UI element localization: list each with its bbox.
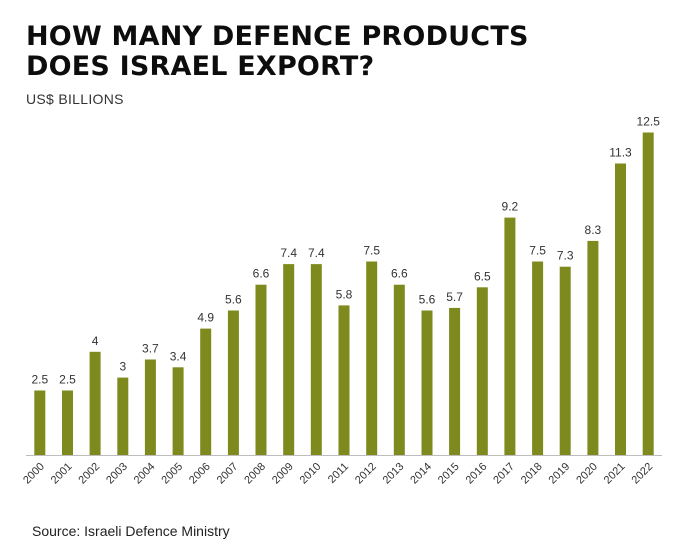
- value-label-2014: 5.6: [419, 293, 436, 307]
- bar-2020: [587, 240, 599, 455]
- value-label-2011: 5.8: [336, 287, 353, 301]
- x-tick-label-2005: 2005: [159, 461, 185, 487]
- value-label-2006: 4.9: [197, 311, 214, 325]
- x-tick-label-2016: 2016: [464, 461, 490, 487]
- value-label-2007: 5.6: [225, 293, 242, 307]
- chart-title-line-1: HOW MANY DEFENCE PRODUCTS: [26, 21, 529, 52]
- x-tick-label-2003: 2003: [104, 461, 130, 487]
- value-labels-group: 2.5 2.5 4 3 3.7 3.4 4.9 5.6 6.6 7.4 7.4 5.8 7.5 6.6 5.…: [31, 115, 660, 387]
- value-label-2016: 6.5: [474, 269, 491, 283]
- x-tick-label-2019: 2019: [547, 461, 573, 487]
- bar-2014: [421, 310, 433, 455]
- bar-2019: [559, 266, 571, 455]
- value-label-2021: 11.3: [609, 146, 632, 160]
- value-label-2003: 3: [119, 360, 126, 374]
- value-label-2005: 3.4: [170, 349, 187, 363]
- value-label-2018: 7.5: [529, 244, 546, 258]
- value-label-2000: 2.5: [31, 373, 48, 387]
- value-label-2004: 3.7: [142, 342, 159, 356]
- bar-2022: [642, 132, 654, 455]
- bar-2003: [117, 377, 129, 455]
- value-label-2013: 6.6: [391, 267, 408, 281]
- bar-2002: [89, 351, 101, 455]
- bar-2009: [283, 264, 295, 455]
- bar-2021: [615, 163, 626, 455]
- x-tick-label-2012: 2012: [353, 461, 379, 487]
- value-label-2009: 7.4: [280, 246, 297, 260]
- x-tick-label-2008: 2008: [242, 461, 268, 487]
- bar-2006: [200, 328, 212, 455]
- bar-2015: [449, 307, 461, 455]
- x-tick-label-2010: 2010: [298, 461, 324, 487]
- value-label-2022: 12.5: [637, 115, 661, 129]
- bar-2012: [366, 261, 378, 455]
- x-tick-label-2020: 2020: [574, 461, 600, 487]
- value-label-2019: 7.3: [557, 249, 574, 263]
- x-tick-label-2004: 2004: [132, 461, 158, 487]
- x-tick-label-2006: 2006: [187, 461, 213, 487]
- value-label-2002: 4: [92, 334, 99, 348]
- x-tick-label-2022: 2022: [630, 461, 656, 487]
- value-label-2008: 6.6: [253, 267, 270, 281]
- x-tick-label-2021: 2021: [602, 461, 628, 487]
- x-tick-label-2009: 2009: [270, 461, 296, 487]
- bar-2011: [338, 305, 350, 455]
- x-tick-label-2017: 2017: [491, 461, 517, 487]
- bar-2016: [476, 287, 488, 455]
- bar-2013: [393, 284, 405, 455]
- x-tick-label-2001: 2001: [49, 461, 75, 487]
- bars-group: [34, 132, 654, 455]
- bar-2008: [255, 284, 267, 455]
- value-label-2010: 7.4: [308, 246, 325, 260]
- bar-2017: [504, 217, 516, 455]
- bar-2018: [532, 261, 544, 455]
- bar-2007: [227, 310, 239, 455]
- value-label-2020: 8.3: [585, 223, 602, 237]
- chart-title: HOW MANY DEFENCE PRODUCTS DOES ISRAEL EX…: [26, 22, 666, 82]
- value-label-2015: 5.7: [446, 290, 463, 304]
- x-tick-label-2018: 2018: [519, 461, 545, 487]
- source-note: Source: Israeli Defence Ministry: [32, 523, 230, 539]
- bar-2005: [172, 367, 184, 455]
- value-label-2012: 7.5: [363, 244, 380, 258]
- bar-2001: [62, 390, 73, 455]
- value-label-2017: 9.2: [502, 200, 519, 214]
- x-tick-label-2007: 2007: [215, 461, 241, 487]
- unit-label: US$ BILLIONS: [26, 91, 124, 107]
- x-tick-label-2014: 2014: [408, 461, 434, 487]
- bar-2004: [144, 359, 156, 455]
- x-tick-labels-group: 2000 2001 2002 2003 2004 2005 2006 2007 2008 2009…: [21, 461, 655, 487]
- bar-2000: [34, 390, 46, 455]
- x-tick-label-2011: 2011: [326, 461, 351, 486]
- x-tick-label-2000: 2000: [21, 461, 47, 487]
- bar-2010: [310, 264, 322, 455]
- chart-title-line-2: DOES ISRAEL EXPORT?: [26, 51, 375, 82]
- value-label-2001: 2.5: [59, 373, 76, 387]
- x-tick-label-2013: 2013: [381, 461, 407, 487]
- x-tick-label-2002: 2002: [76, 461, 102, 487]
- x-tick-label-2015: 2015: [436, 461, 462, 487]
